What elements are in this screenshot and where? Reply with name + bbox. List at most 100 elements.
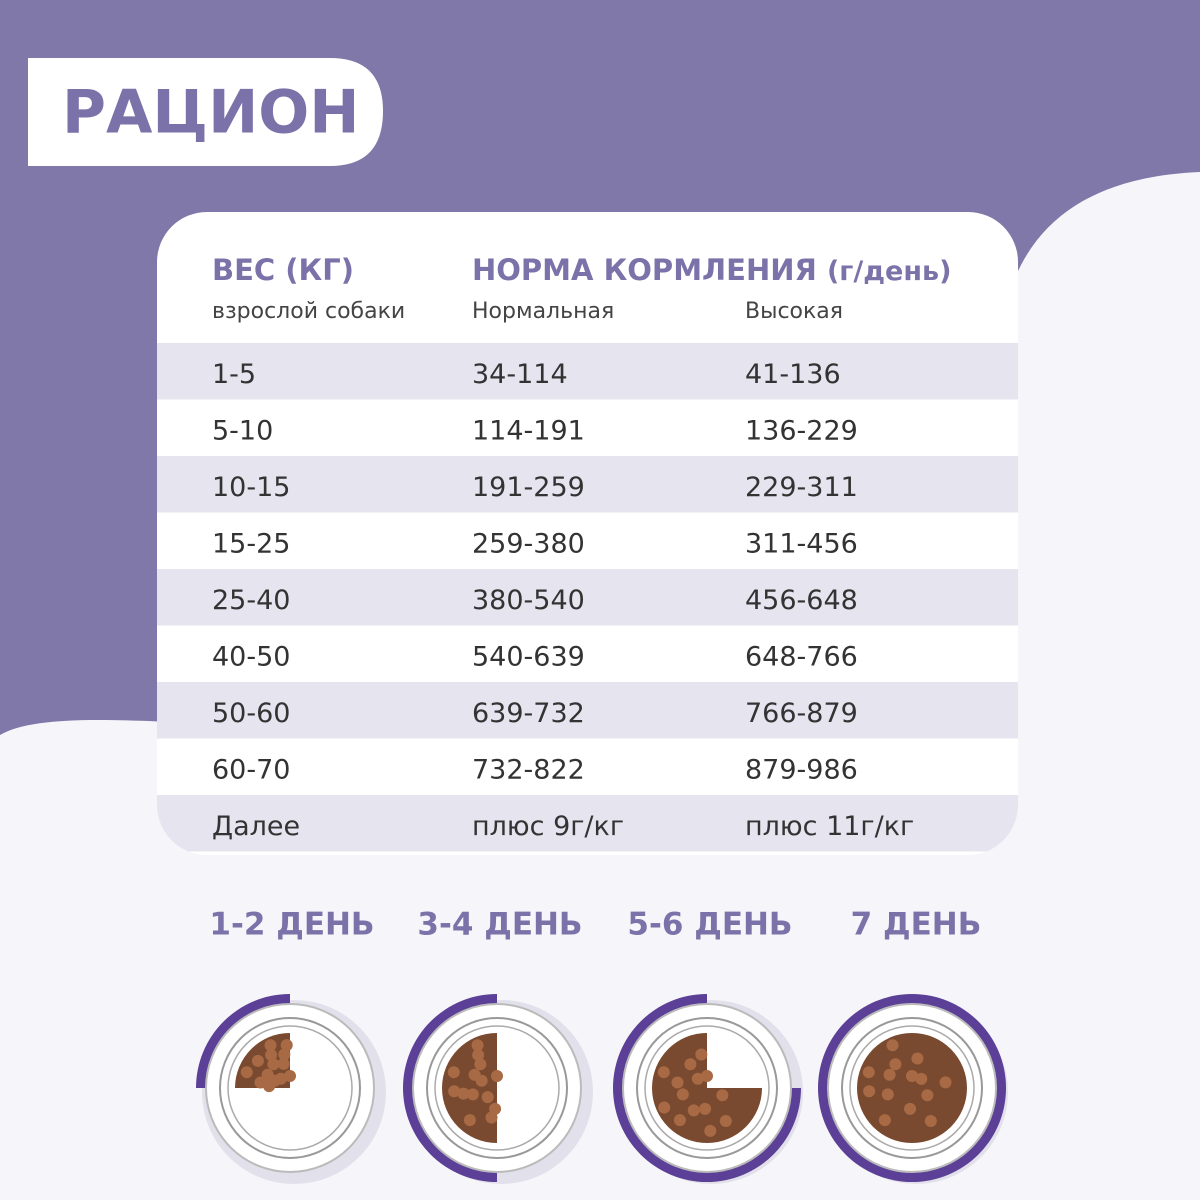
kibble — [911, 1052, 924, 1065]
kibble — [704, 1124, 717, 1137]
high-header: Высокая — [745, 299, 843, 324]
kibble — [463, 1114, 476, 1127]
cell: 639-732 — [472, 698, 585, 729]
bowl — [403, 994, 593, 1184]
kibble — [719, 1115, 732, 1128]
row-stripe — [157, 569, 1018, 626]
cell: плюс 11г/кг — [745, 811, 914, 842]
kibble — [468, 1068, 481, 1081]
cell: 259-380 — [472, 528, 585, 559]
cell: 114-191 — [472, 415, 585, 446]
kibble — [274, 1072, 287, 1085]
kibble — [921, 1089, 934, 1102]
cell: 766-879 — [745, 698, 858, 729]
kibble — [254, 1076, 267, 1089]
kibble — [915, 1072, 928, 1085]
bowl — [818, 994, 1008, 1184]
title-box — [28, 58, 383, 166]
kibble — [924, 1115, 937, 1128]
rows: 1-5 34-114 41-136 5-10 114-191 136-229 10-15 19… — [157, 343, 1018, 852]
kibble — [447, 1066, 460, 1079]
kibble — [939, 1076, 952, 1089]
cell: 732-822 — [472, 754, 585, 785]
cell: 15-25 — [212, 528, 290, 559]
cell: 5-10 — [212, 415, 273, 446]
row-stripe — [157, 795, 1018, 852]
bowl-ring — [219, 1017, 361, 1159]
kibble — [906, 1070, 918, 1082]
kibble — [889, 1058, 902, 1071]
kibble — [657, 1066, 670, 1079]
kibble — [264, 1039, 277, 1052]
kibble — [267, 1058, 280, 1071]
cell: 10-15 — [212, 472, 290, 503]
weight-sub: взрослой собаки — [212, 299, 405, 324]
kibble — [878, 1114, 891, 1127]
kibble — [904, 1102, 917, 1115]
cell: 40-50 — [212, 641, 290, 672]
cell: 50-60 — [212, 698, 290, 729]
cell: 60-70 — [212, 754, 290, 785]
cell: 456-648 — [745, 585, 858, 616]
kibble — [277, 1057, 290, 1070]
kibble — [466, 1088, 479, 1101]
cell: 25-40 — [212, 585, 290, 616]
bowl-ring — [849, 1025, 975, 1151]
cell: 191-259 — [472, 472, 585, 503]
kibble — [881, 1088, 894, 1101]
row-stripe — [157, 456, 1018, 513]
bowl-ring — [434, 1025, 560, 1151]
bowl-ring — [227, 1025, 353, 1151]
kibble — [261, 1068, 274, 1081]
cell: 380-540 — [472, 585, 585, 616]
kibble — [457, 1087, 470, 1100]
bowl-ring — [426, 1017, 568, 1159]
cell: 136-229 — [745, 415, 858, 446]
cell: 34-114 — [472, 359, 568, 390]
cell: 648-766 — [745, 641, 858, 672]
cell: плюс 9г/кг — [472, 811, 624, 842]
norm-header: НОРМА КОРМЛЕНИЯ (г/день) — [472, 253, 951, 287]
norm-title: НОРМА КОРМЛЕНИЯ — [472, 253, 817, 287]
cell: 229-311 — [745, 472, 858, 503]
kibble — [265, 1048, 278, 1061]
kibble — [448, 1085, 461, 1098]
kibble — [673, 1114, 686, 1127]
bowl-ring — [841, 1017, 983, 1159]
bowl-ring — [636, 1017, 778, 1159]
kibble — [658, 1101, 671, 1114]
kibble — [691, 1072, 704, 1085]
row-stripe — [157, 343, 1018, 400]
kibble — [280, 1039, 293, 1052]
day-label: 5-6 ДЕНЬ — [627, 907, 792, 943]
kibble — [883, 1068, 896, 1081]
kibble — [491, 1070, 503, 1082]
kibble — [278, 1048, 291, 1061]
kibble — [474, 1058, 487, 1071]
cell: 41-136 — [745, 359, 841, 390]
title: РАЦИОН — [62, 78, 360, 148]
kibble — [687, 1104, 700, 1117]
kibble — [671, 1076, 684, 1089]
normal-header: Нормальная — [472, 299, 614, 324]
kibble — [684, 1058, 697, 1071]
cell: 1-5 — [212, 359, 256, 390]
cell: Далее — [212, 811, 300, 842]
kibble — [481, 1091, 494, 1104]
row-stripe — [157, 682, 1018, 739]
norm-unit: (г/день) — [827, 256, 952, 287]
kibble — [471, 1039, 484, 1052]
kibble — [485, 1111, 498, 1124]
bowl — [613, 994, 803, 1184]
cell: 540-639 — [472, 641, 585, 672]
weight-header: ВЕС (КГ) — [212, 253, 354, 287]
kibble — [251, 1054, 264, 1067]
kibble — [472, 1048, 485, 1061]
kibble — [676, 1088, 689, 1101]
kibble — [240, 1066, 253, 1079]
cell: 311-456 — [745, 528, 858, 559]
day-label: 3-4 ДЕНЬ — [417, 907, 582, 943]
kibble — [284, 1070, 296, 1082]
bowl — [196, 994, 386, 1184]
